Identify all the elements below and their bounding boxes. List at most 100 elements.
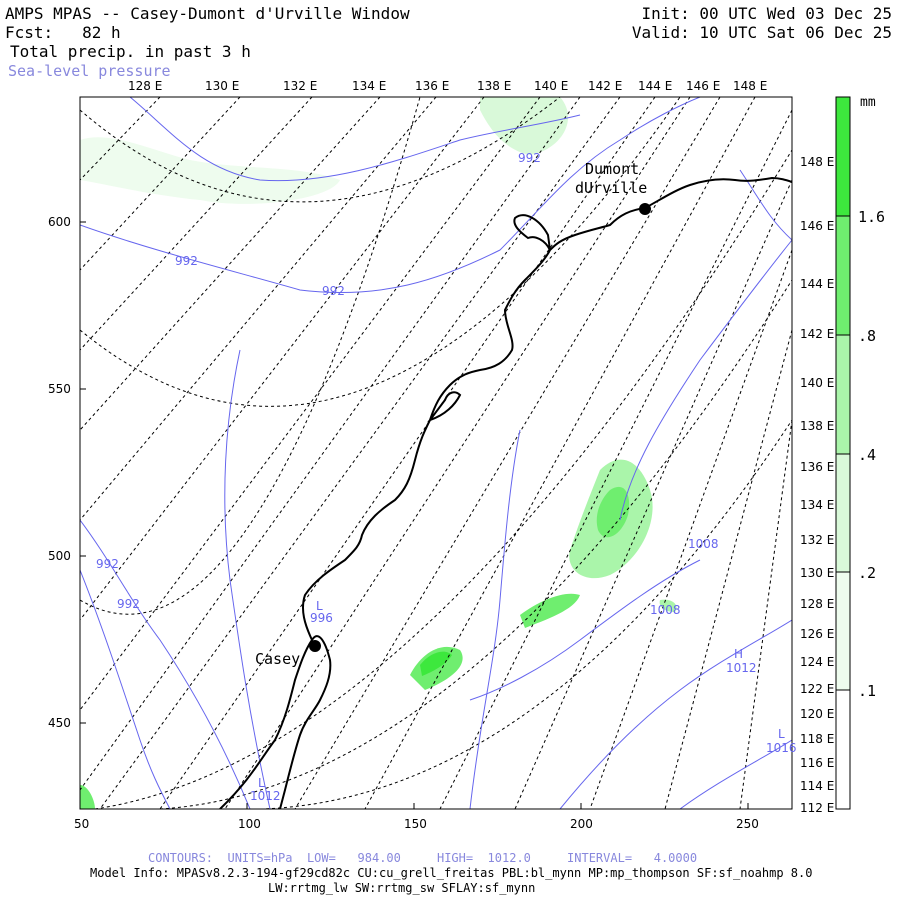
coastline: [219, 176, 792, 809]
station-dot-dumont: [639, 203, 651, 215]
right-tick-label: 126 E: [800, 627, 834, 641]
station-label-casey: Casey: [255, 650, 300, 668]
right-tick-labels: 148 E 146 E 144 E 142 E 140 E 138 E 136 …: [800, 155, 834, 815]
high-marker: H: [734, 647, 743, 661]
right-tick-label: 116 E: [800, 756, 834, 770]
station-label-durville: dUrville: [575, 179, 647, 197]
colorbar-unit: mm: [860, 95, 876, 110]
colorbar-label: .8: [858, 327, 876, 345]
contours-info: CONTOURS: UNITS=hPa LOW= 984.00 HIGH= 10…: [148, 851, 698, 865]
colorbar-swatch: [836, 97, 850, 216]
precip-area: [480, 97, 569, 155]
isobar-label: 992: [117, 597, 140, 611]
isobar-label: 1012: [250, 789, 281, 803]
colorbar-swatch: [836, 572, 850, 690]
pressure-centers: L L L H: [258, 599, 785, 790]
low-marker: L: [778, 727, 785, 741]
precip-area: [420, 651, 452, 676]
right-tick-label: 138 E: [800, 419, 834, 433]
station-label-dumont: Dumont: [585, 160, 639, 178]
right-tick-label: 128 E: [800, 597, 834, 611]
colorbar-swatch: [836, 335, 850, 454]
isobar-label: 992: [175, 254, 198, 268]
precip-area: [80, 137, 340, 204]
field-label: Total precip. in past 3 h: [10, 42, 251, 61]
colorbar-label: .2: [858, 564, 876, 582]
isobar-label: 1008: [688, 537, 719, 551]
top-tick-label: 132 E: [283, 79, 317, 93]
isobar-label: 1016: [766, 741, 797, 755]
colorbar: mm 1.6 .8 .4 .2 .1: [835, 95, 885, 810]
top-tick-labels: 128 E 130 E 132 E 134 E 136 E 138 E 140 …: [128, 79, 767, 93]
bottom-tick-label: 250: [736, 817, 759, 831]
meridian-lines: [80, 97, 792, 809]
map-title: AMPS MPAS -- Casey-Dumont d'Urville Wind…: [5, 4, 410, 23]
right-tick-label: 122 E: [800, 682, 834, 696]
left-tick-labels: 600 550 500 450: [48, 215, 71, 730]
low-marker: L: [258, 776, 265, 790]
top-tick-label: 134 E: [352, 79, 386, 93]
bottom-ticks: [79, 803, 749, 809]
isobar-label: 992: [518, 151, 541, 165]
isobar-label: 996: [310, 611, 333, 625]
low-marker: L: [316, 599, 323, 613]
right-tick-label: 132 E: [800, 533, 834, 547]
forecast-label: Fcst: 82 h: [5, 24, 121, 42]
left-tick-label: 500: [48, 549, 71, 563]
right-tick-label: 148 E: [800, 155, 834, 169]
isobar-label: 1008: [650, 603, 681, 617]
isobar-label: 1012: [726, 661, 757, 675]
right-tick-label: 118 E: [800, 732, 834, 746]
isobar-lines: [80, 97, 792, 809]
right-tick-label: 146 E: [800, 219, 834, 233]
right-tick-label: 142 E: [800, 327, 834, 341]
right-tick-label: 112 E: [800, 801, 834, 815]
right-tick-label: 136 E: [800, 460, 834, 474]
bottom-tick-label: 200: [570, 817, 593, 831]
colorbar-label: 1.6: [858, 208, 885, 226]
isobar-label: 992: [96, 557, 119, 571]
right-tick-label: 134 E: [800, 498, 834, 512]
colorbar-swatch: [836, 216, 850, 335]
top-tick-label: 128 E: [128, 79, 162, 93]
left-tick-label: 450: [48, 716, 71, 730]
top-tick-label: 146 E: [686, 79, 720, 93]
left-tick-label: 550: [48, 382, 71, 396]
station-dot-casey: [309, 640, 321, 652]
right-tick-label: 114 E: [800, 779, 834, 793]
top-tick-label: 140 E: [534, 79, 568, 93]
bottom-tick-label: 150: [404, 817, 427, 831]
precip-area: [80, 785, 95, 809]
right-tick-label: 144 E: [800, 277, 834, 291]
bottom-tick-label: 100: [238, 817, 261, 831]
top-tick-label: 148 E: [733, 79, 767, 93]
bottom-tick-labels: 50 100 150 200 250: [74, 817, 759, 831]
colorbar-border: [835, 96, 851, 810]
bottom-tick-label: 50: [74, 817, 89, 831]
top-tick-label: 130 E: [205, 79, 239, 93]
top-tick-label: 144 E: [638, 79, 672, 93]
right-tick-label: 124 E: [800, 655, 834, 669]
fcst-label: Fcst:: [5, 23, 54, 42]
isobar-label-group: 992 992 992 992 992 1008 1008 1012 1016 …: [96, 151, 797, 803]
map-border: [79, 96, 793, 810]
top-tick-label: 142 E: [588, 79, 622, 93]
precip-area: [659, 599, 677, 612]
precip-area: [596, 486, 630, 538]
colorbar-label: .4: [858, 446, 876, 464]
model-info-line2: LW:rrtmg_lw SW:rrtmg_sw SFLAY:sf_mynn: [268, 881, 536, 895]
map-frame: [80, 97, 792, 809]
left-tick-label: 600: [48, 215, 71, 229]
fcst-hours: 82 h: [82, 23, 121, 42]
overlay-label: Sea-level pressure: [8, 62, 171, 80]
isobar-label: 992: [322, 284, 345, 298]
valid-time: Valid: 10 UTC Sat 06 Dec 25: [631, 23, 892, 42]
parallel-lines: [80, 97, 792, 809]
init-time: Init: 00 UTC Wed 03 Dec 25: [641, 4, 892, 23]
left-ticks: [80, 221, 86, 724]
colorbar-label: .1: [858, 682, 876, 700]
model-info: Model Info: MPASv8.2.3-194-gf29cd82c CU:…: [90, 866, 813, 880]
colorbar-swatch: [836, 690, 850, 809]
right-tick-label: 140 E: [800, 376, 834, 390]
